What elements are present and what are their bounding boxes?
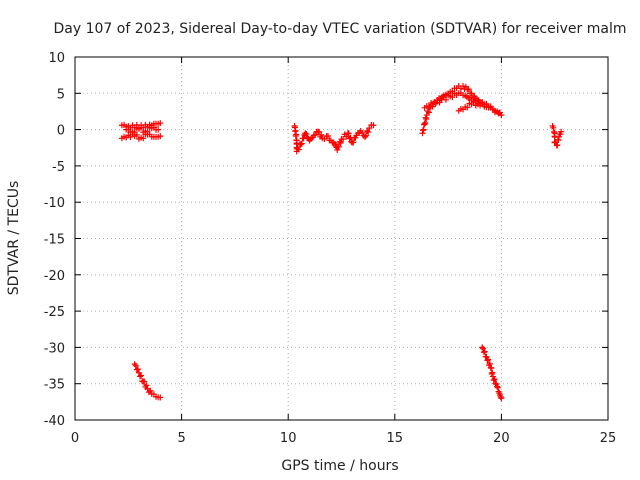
data-point	[293, 131, 300, 138]
data-point	[498, 395, 505, 402]
data-point	[425, 103, 432, 110]
y-tick-label: 10	[48, 51, 65, 66]
x-tick-label: 20	[493, 431, 510, 446]
y-axis-label: SDTVAR / TECUs	[6, 181, 22, 296]
data-point	[302, 130, 309, 137]
data-point	[295, 146, 302, 153]
y-tick-label: -35	[44, 378, 65, 393]
data-point	[137, 373, 144, 380]
y-tick-label: -30	[44, 341, 65, 356]
x-tick-label: 5	[177, 431, 185, 446]
data-point	[558, 128, 565, 135]
data-point	[465, 86, 472, 93]
y-tick-label: -25	[44, 305, 65, 320]
data-point	[141, 378, 148, 385]
series-arc-1-mid	[123, 124, 162, 136]
data-point	[554, 142, 561, 149]
data-point	[422, 119, 429, 126]
data-point	[425, 109, 432, 116]
chart-title: Day 107 of 2023, Sidereal Day-to-day VTE…	[54, 21, 627, 37]
series-arc-1-lower	[118, 131, 164, 142]
data-point	[497, 393, 504, 400]
data-point	[343, 133, 350, 140]
data-point	[324, 132, 331, 139]
data-point	[337, 140, 344, 147]
data-point	[155, 126, 162, 133]
y-tick-label: -5	[52, 160, 65, 175]
data-point	[131, 129, 138, 136]
data-layer	[118, 82, 565, 402]
y-tick-label: -20	[44, 269, 65, 284]
data-point	[366, 125, 373, 132]
y-tick-label: -10	[44, 196, 65, 211]
data-point	[140, 135, 147, 142]
data-point	[498, 112, 505, 119]
data-point	[550, 124, 557, 131]
data-point	[492, 380, 499, 387]
data-point	[486, 360, 493, 367]
data-point	[488, 365, 495, 372]
x-tick-label: 10	[280, 431, 297, 446]
data-point	[318, 131, 325, 138]
y-tick-label: -40	[44, 414, 65, 429]
data-point	[363, 132, 370, 139]
data-point	[345, 130, 352, 137]
x-tick-label: 0	[71, 431, 79, 446]
data-point	[147, 387, 154, 394]
data-point	[340, 136, 347, 143]
data-point	[298, 140, 305, 147]
data-point	[442, 96, 449, 103]
data-point	[494, 383, 501, 390]
data-point	[346, 135, 353, 142]
data-point	[335, 143, 342, 150]
series-arc-3	[291, 122, 377, 155]
data-point	[134, 366, 141, 373]
data-point	[350, 139, 357, 146]
data-point	[365, 129, 372, 136]
data-point	[490, 377, 497, 384]
series-arc-6	[455, 99, 505, 119]
data-point	[312, 131, 319, 138]
data-point	[138, 124, 145, 131]
data-point	[132, 362, 139, 369]
grid-layer	[75, 57, 608, 420]
y-tick-label: -15	[44, 233, 65, 248]
x-axis-label: GPS time / hours	[281, 458, 398, 474]
data-point	[303, 130, 310, 137]
data-point	[481, 348, 488, 355]
data-point	[470, 99, 477, 106]
data-point	[157, 394, 164, 401]
x-tick-label: 15	[387, 431, 404, 446]
series-arc-2	[131, 361, 164, 401]
data-point	[460, 83, 467, 90]
data-point	[550, 128, 557, 135]
data-point	[432, 100, 439, 107]
data-point	[485, 356, 492, 363]
data-point	[292, 127, 299, 134]
data-point	[480, 349, 487, 356]
data-point	[491, 376, 498, 383]
series-arc-8	[549, 122, 565, 149]
data-point	[484, 357, 491, 364]
y-tick-label: 0	[57, 124, 65, 139]
data-point	[449, 94, 456, 101]
data-point	[157, 120, 164, 127]
data-point	[370, 122, 377, 129]
data-point	[494, 384, 501, 391]
data-point	[143, 382, 150, 389]
data-point	[157, 133, 164, 140]
x-tick-label: 25	[600, 431, 617, 446]
tick-layer: 0 5 10 15 20 25 10 5 0 -5 -10 -15 -20 -25 -30 -35 -40	[44, 51, 617, 446]
data-point	[361, 133, 368, 140]
plot-frame	[74, 56, 609, 421]
data-point	[144, 128, 151, 135]
data-point	[464, 104, 471, 111]
series-arc-7	[479, 344, 505, 402]
data-point	[479, 344, 486, 351]
data-point	[138, 372, 145, 379]
y-tick-label: 5	[57, 87, 65, 102]
